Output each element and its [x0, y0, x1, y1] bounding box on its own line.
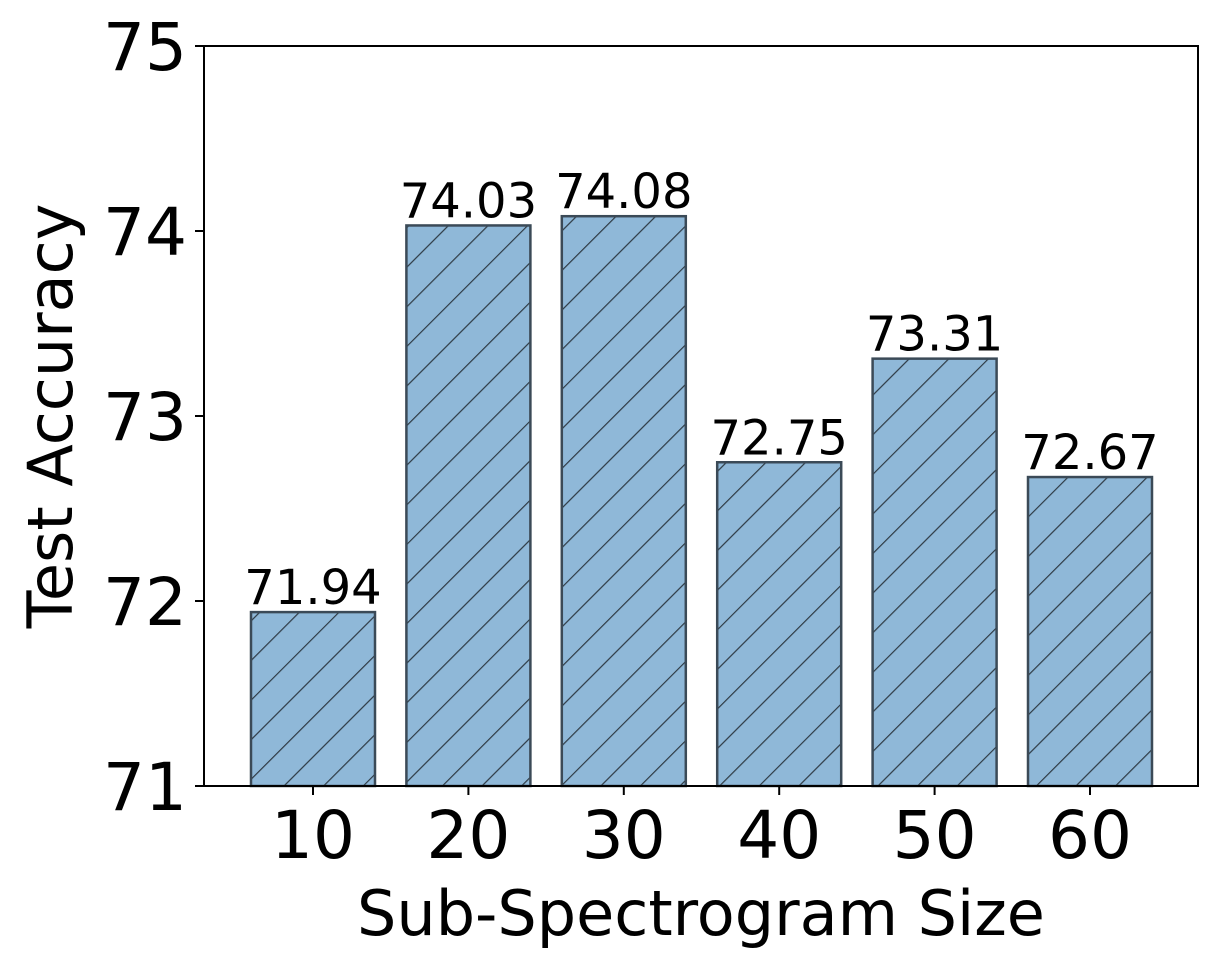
data-label-10: 71.94: [244, 560, 381, 616]
x-tick-label-20: 20: [426, 797, 510, 874]
bar-hatch-60: [1026, 475, 1154, 788]
data-label-20: 74.03: [400, 173, 537, 229]
data-label-30: 74.08: [555, 164, 692, 220]
data-labels-group: 71.94 74.03 74.08 72.75 73.31 72.67: [244, 164, 1158, 616]
x-tick-label-40: 40: [737, 797, 821, 874]
data-label-40: 72.75: [710, 410, 847, 466]
y-tick-label-74: 74: [103, 194, 187, 271]
bar-hatch-10: [249, 610, 377, 788]
x-tick-label-50: 50: [893, 797, 977, 874]
bar-hatch-50: [871, 357, 998, 788]
x-axis-label: Sub-Spectrogram Size: [357, 877, 1045, 950]
x-tick-label-10: 10: [271, 797, 355, 874]
bar-hatch-30: [560, 214, 688, 788]
x-axis: 10 20 30 40 50 60: [271, 786, 1132, 874]
data-label-60: 72.67: [1021, 425, 1158, 481]
y-tick-label-71: 71: [103, 749, 187, 826]
y-axis: 71 72 73 74 75: [103, 9, 204, 826]
y-tick-label-75: 75: [103, 9, 187, 86]
y-axis-label: Test Accuracy: [14, 204, 87, 630]
y-tick-label-72: 72: [103, 564, 187, 641]
bars-group: [249, 214, 1154, 788]
x-tick-label-60: 60: [1048, 797, 1132, 874]
bar-hatch-20: [405, 224, 532, 788]
y-tick-label-73: 73: [103, 379, 187, 456]
x-tick-label-30: 30: [582, 797, 666, 874]
bar-hatch-40: [715, 461, 843, 788]
data-label-50: 73.31: [866, 307, 1003, 363]
